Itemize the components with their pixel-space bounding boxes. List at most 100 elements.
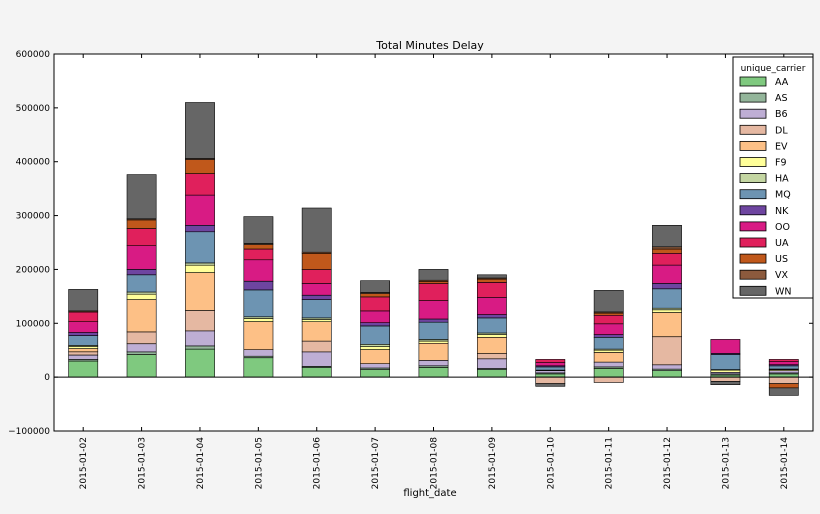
legend-label-wn: WN — [775, 286, 792, 297]
bar-segment-wn-2015-01-11 — [593, 290, 624, 313]
x-axis-label: flight_date — [403, 488, 456, 499]
bar-segment-dl-2015-01-12 — [652, 336, 682, 366]
bar-segment-us-2015-01-07 — [360, 293, 391, 298]
bar-segment-ua-2015-01-06 — [301, 269, 332, 284]
bar-segment-wn-2015-01-09 — [476, 274, 507, 279]
bar-segment-ev-2015-01-05 — [243, 321, 274, 351]
bar-segment-b6-2015-01-11 — [593, 361, 624, 368]
chart-title: Total Minutes Delay — [375, 39, 484, 52]
legend-label-us: US — [775, 254, 788, 265]
legend-label-as: AS — [775, 93, 788, 104]
bar-segment-wn-2015-01-03 — [126, 174, 157, 220]
bar-segment-ev-2015-01-07 — [360, 349, 391, 365]
bar-segment-wn-2015-01-08 — [418, 269, 449, 281]
bar-segment-dl-2015-01-11 — [593, 376, 624, 383]
bar-segment-us-2015-01-06 — [301, 253, 332, 270]
bar-segment-f9-2015-01-09 — [476, 334, 507, 338]
bar-segment-ha-2015-01-03 — [126, 291, 157, 295]
x-tick-label: 2015-01-04 — [196, 437, 206, 490]
bar-segment-us-2015-01-09 — [476, 278, 507, 283]
bar-segment-mq-2015-01-12 — [652, 288, 682, 309]
legend-swatch-vx — [739, 269, 767, 280]
bar-segment-ua-2015-01-02 — [68, 311, 99, 322]
legend-swatch-b6 — [739, 108, 767, 119]
bar-segment-mq-2015-01-08 — [418, 321, 449, 340]
bar-segment-oo-2015-01-10 — [535, 362, 566, 367]
legend-swatch-mq — [739, 189, 767, 200]
bar-segment-wn-2015-01-12 — [652, 225, 682, 248]
legend-label-ua: UA — [775, 238, 789, 249]
bar-segment-mq-2015-01-11 — [593, 336, 624, 350]
bar-segment-ev-2015-01-04 — [185, 272, 215, 311]
bar-segment-dl-2015-01-14 — [768, 376, 799, 384]
bar-segment-nk-2015-01-11 — [593, 334, 624, 338]
bar-segment-mq-2015-01-06 — [301, 299, 332, 319]
bar-segment-oo-2015-01-05 — [243, 259, 274, 282]
bar-segment-aa-2015-01-06 — [301, 367, 332, 378]
y-tick-label: 600000 — [16, 50, 51, 60]
bar-segment-us-2015-01-03 — [126, 219, 157, 229]
bar-segment-ev-2015-01-02 — [68, 348, 99, 353]
x-tick-label: 2015-01-09 — [488, 437, 498, 490]
bar-segment-wn-2015-01-05 — [243, 216, 274, 244]
legend-title: unique_carrier — [741, 64, 806, 74]
bar-segment-ua-2015-01-07 — [360, 296, 391, 312]
bar-segment-nk-2015-01-08 — [418, 318, 449, 323]
bar-segment-us-2015-01-11 — [593, 312, 624, 316]
legend-swatch-ev — [739, 140, 767, 151]
bar-segment-b6-2015-01-03 — [126, 343, 157, 353]
bar-segment-oo-2015-01-04 — [185, 194, 215, 226]
legend-swatch-us — [739, 253, 767, 264]
legend-label-f9: F9 — [775, 158, 787, 169]
y-tick-label: 200000 — [16, 265, 51, 275]
legend-label-mq: MQ — [775, 190, 791, 201]
bar-segment-wn-2015-01-04 — [185, 102, 215, 159]
legend: unique_carrier AA AS B6 DL EV F9 HA MQ NK OO UA US V… — [732, 56, 814, 299]
bar-segment-oo-2015-01-07 — [360, 310, 391, 323]
bar-segment-mq-2015-01-13 — [710, 354, 741, 370]
x-tick-label: 2015-01-10 — [546, 437, 556, 490]
bar-segment-ha-2015-01-04 — [185, 262, 215, 266]
legend-swatch-aa — [739, 76, 767, 87]
bar-segment-oo-2015-01-03 — [126, 245, 157, 270]
legend-swatch-wn — [739, 285, 767, 296]
bar-segment-ua-2015-01-03 — [126, 228, 157, 247]
bar-segment-ua-2015-01-12 — [652, 253, 682, 266]
bar-segment-ua-2015-01-14 — [768, 359, 799, 362]
bar-segment-us-2015-01-08 — [418, 280, 449, 284]
bar-segment-nk-2015-01-02 — [68, 332, 99, 336]
bar-segment-dl-2015-01-04 — [185, 310, 215, 332]
bar-segment-b6-2015-01-05 — [243, 349, 274, 357]
bar-segment-dl-2015-01-03 — [126, 331, 157, 344]
bar-segment-mq-2015-01-07 — [360, 325, 391, 345]
bar-segment-aa-2015-01-02 — [68, 360, 99, 378]
bar-segment-f9-2015-01-06 — [301, 319, 332, 323]
y-tick-label: 300000 — [16, 212, 51, 222]
y-tick-label: 500000 — [16, 104, 51, 114]
bar-segment-mq-2015-01-10 — [535, 366, 566, 371]
bar-segment-wn-2015-01-10 — [535, 383, 566, 387]
bar-segment-oo-2015-01-09 — [476, 297, 507, 315]
bar-segment-ev-2015-01-09 — [476, 336, 507, 354]
bar-segment-wn-2015-01-13 — [710, 381, 741, 386]
x-tick-label: 2015-01-14 — [780, 437, 790, 490]
bar-segment-oo-2015-01-11 — [593, 323, 624, 335]
legend-label-vx: VX — [775, 270, 788, 281]
bar-segment-oo-2015-01-14 — [768, 361, 799, 366]
legend-swatch-ha — [739, 173, 767, 184]
bar-segment-dl-2015-01-02 — [68, 351, 99, 356]
bar-segment-mq-2015-01-02 — [68, 335, 99, 346]
legend-swatch-dl — [739, 124, 767, 135]
legend-label-b6: B6 — [775, 109, 788, 120]
bar-segment-mq-2015-01-14 — [768, 365, 799, 370]
x-tick-label: 2015-01-13 — [721, 437, 731, 489]
y-tick-label: −100000 — [8, 427, 50, 437]
bar-segment-us-2015-01-05 — [243, 244, 274, 250]
bar-segment-wn-2015-01-02 — [68, 289, 99, 312]
bar-segment-f9-2015-01-11 — [593, 349, 624, 353]
x-tick-label: 2015-01-05 — [254, 437, 264, 489]
bar-segment-ha-2015-01-07 — [360, 343, 391, 347]
bar-segment-aa-2015-01-03 — [126, 354, 157, 378]
legend-items: AA AS B6 DL EV F9 HA MQ NK OO UA US VX WN — [739, 76, 792, 297]
bar-segment-aa-2015-01-08 — [418, 367, 449, 378]
